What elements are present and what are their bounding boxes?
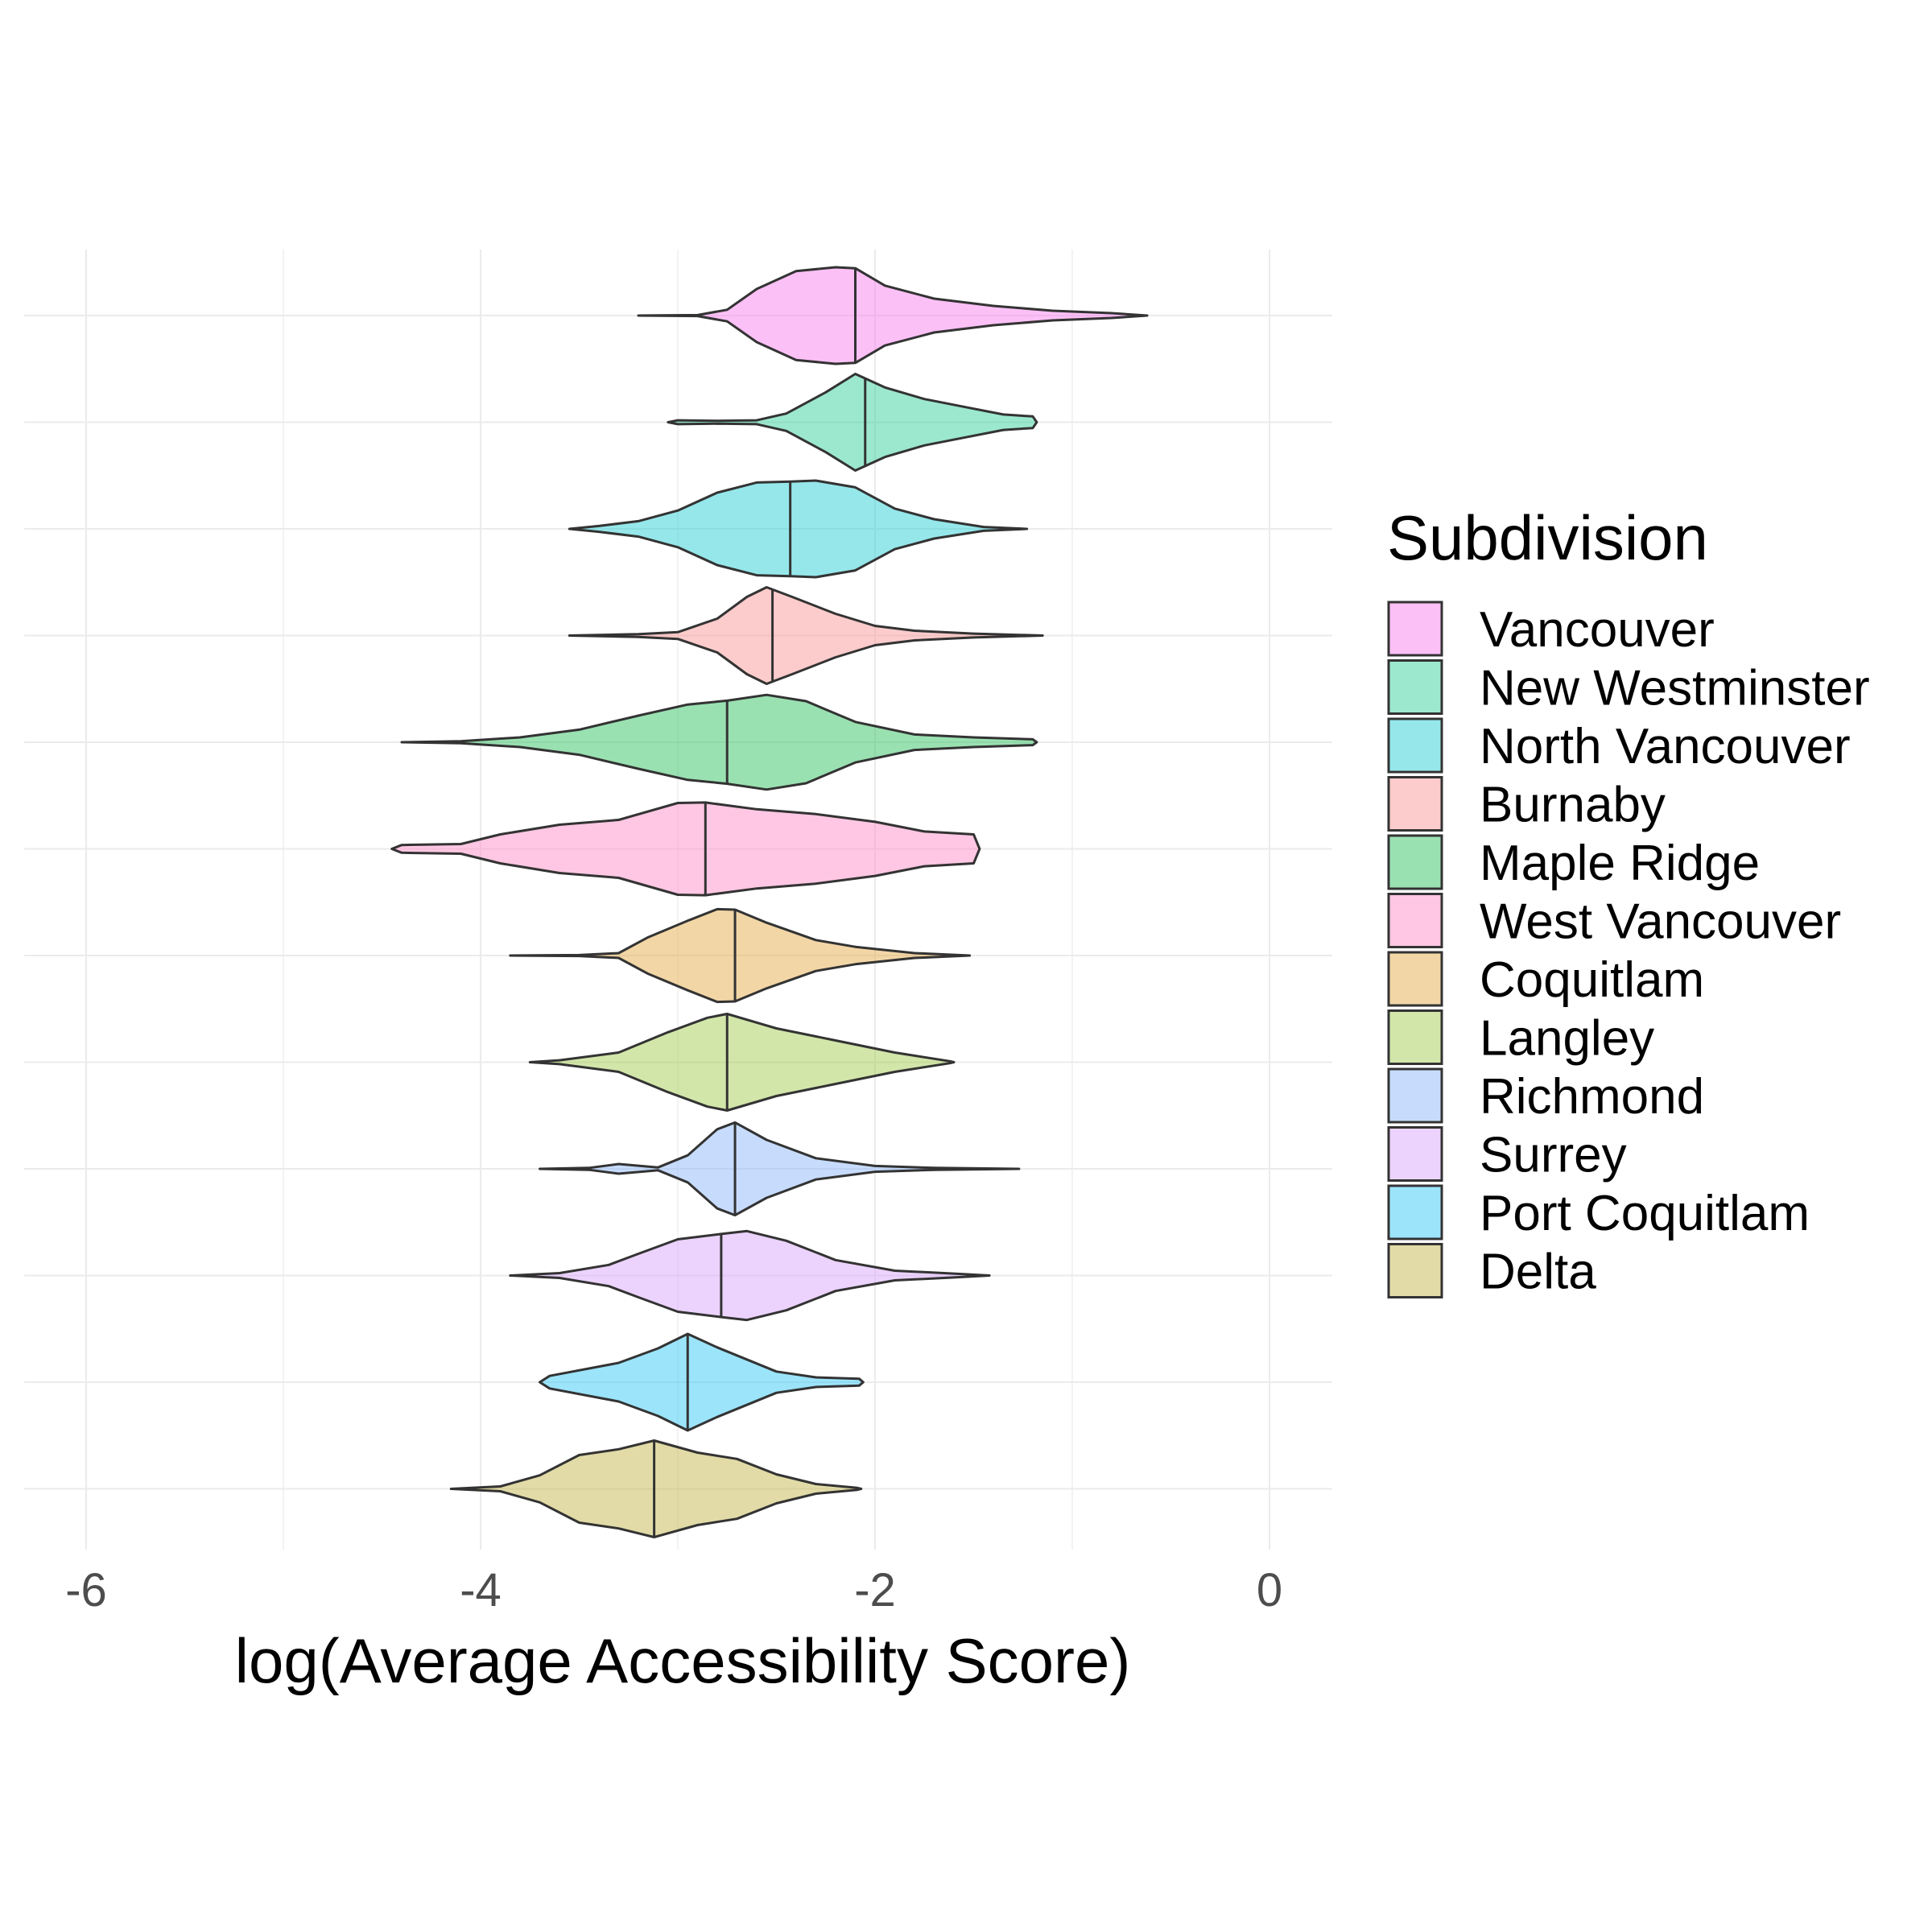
violin-body: [449, 1439, 863, 1538]
legend-item: Richmond: [1387, 1067, 1704, 1125]
violin-vancouver: [637, 266, 1149, 365]
legend-label: Delta: [1480, 1245, 1596, 1300]
violin-body: [637, 266, 1149, 365]
legend-label: New Westminster: [1480, 661, 1870, 716]
legend-item: Delta: [1387, 1243, 1596, 1300]
violin-maple-ridge: [400, 693, 1038, 791]
violin-langley: [528, 1013, 956, 1112]
legend-swatch: [1387, 776, 1443, 832]
violin-body: [539, 1332, 865, 1432]
legend-swatch: [1387, 1009, 1443, 1065]
violin-coquitlam: [509, 907, 972, 1004]
legend-label: Maple Ridge: [1480, 836, 1760, 891]
legend-item: Vancouver: [1387, 601, 1715, 658]
violin-body: [568, 479, 1029, 579]
legend-label: West Vancouver: [1480, 894, 1841, 950]
violin-new-westminster: [667, 373, 1038, 472]
legend-item: Coquitlam: [1387, 951, 1704, 1008]
violin-north-vancouver: [568, 479, 1029, 579]
legend-label: Port Coquitlam: [1480, 1186, 1810, 1241]
legend-swatch: [1387, 717, 1443, 774]
violin-body: [400, 693, 1038, 791]
violin-body: [667, 373, 1038, 472]
legend-label: Coquitlam: [1480, 952, 1704, 1008]
violin-body: [509, 907, 972, 1004]
legend-swatch: [1387, 1243, 1443, 1298]
x-tick-label: -6: [65, 1564, 107, 1616]
legend-swatch: [1387, 659, 1443, 715]
violin-richmond: [539, 1121, 1021, 1217]
legend-label: North Vancouver: [1480, 719, 1851, 774]
legend-label: Richmond: [1480, 1069, 1704, 1125]
violin-burnaby: [568, 586, 1044, 685]
violin-body: [390, 801, 981, 897]
legend-swatch: [1387, 601, 1443, 657]
violin-delta: [449, 1439, 863, 1538]
x-tick-label: 0: [1257, 1564, 1282, 1616]
x-tick-labels: -6 -4 -2 0: [65, 1564, 1282, 1616]
legend-item: Port Coquitlam: [1387, 1184, 1810, 1241]
violin-body: [509, 1229, 991, 1322]
legend-label: Burnaby: [1480, 778, 1666, 833]
legend-label: Vancouver: [1480, 602, 1715, 658]
legend-swatch: [1387, 1067, 1443, 1124]
legend-label: Langley: [1480, 1011, 1654, 1067]
legend-swatch: [1387, 1126, 1443, 1182]
legend-item: North Vancouver: [1387, 717, 1851, 774]
violin-body: [528, 1013, 956, 1112]
violin-body: [539, 1121, 1021, 1217]
legend-swatch: [1387, 834, 1443, 890]
legend-item: Surrey: [1387, 1126, 1627, 1183]
legend-item: West Vancouver: [1387, 893, 1841, 950]
violin-surrey: [509, 1229, 991, 1322]
violin-port-coquitlam: [539, 1332, 865, 1432]
violin-body: [568, 586, 1044, 685]
legend-swatch: [1387, 893, 1443, 948]
legend-title: Subdivision: [1387, 502, 1708, 573]
legend-item: New Westminster: [1387, 659, 1870, 716]
x-axis-title: log(Average Accessibility Score): [235, 1625, 1131, 1696]
legend-item: Burnaby: [1387, 776, 1666, 833]
legend-item: Langley: [1387, 1009, 1654, 1067]
legend-label: Surrey: [1480, 1128, 1627, 1183]
legend-item: Maple Ridge: [1387, 834, 1760, 891]
legend-swatch: [1387, 951, 1443, 1007]
violins: [390, 266, 1149, 1538]
x-tick-label: -4: [460, 1564, 502, 1616]
x-tick-label: -2: [854, 1564, 896, 1616]
legend-swatch: [1387, 1184, 1443, 1241]
violin-west-vancouver: [390, 801, 981, 897]
